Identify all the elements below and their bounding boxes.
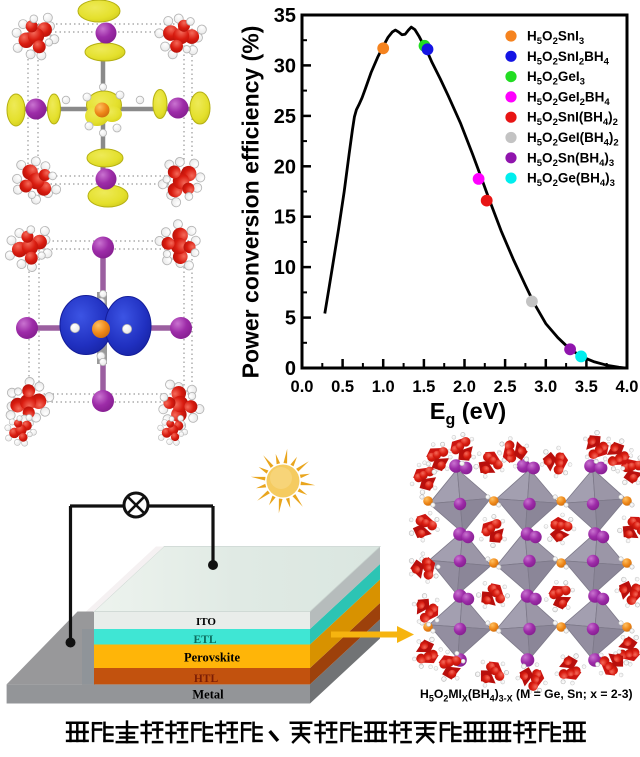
svg-text:0.0: 0.0 [291, 378, 314, 396]
svg-text:H5O2GeI2BH4: H5O2GeI2BH4 [527, 89, 610, 108]
svg-text:H5O2SnI3: H5O2SnI3 [527, 29, 584, 48]
svg-text:10: 10 [274, 257, 296, 279]
svg-text:30: 30 [274, 55, 296, 77]
svg-text:3.0: 3.0 [534, 378, 557, 396]
svg-text:ETL: ETL [193, 634, 216, 646]
svg-text:H5O2SnI(BH4)2: H5O2SnI(BH4)2 [527, 110, 618, 129]
svg-text:ITO: ITO [196, 616, 216, 628]
svg-text:3.5: 3.5 [575, 378, 598, 396]
svg-text:H5O2GeI3: H5O2GeI3 [527, 69, 585, 88]
svg-text:Eg (eV): Eg (eV) [430, 398, 506, 429]
svg-text:H5O2SnI2BH4: H5O2SnI2BH4 [527, 49, 610, 68]
svg-text:0.5: 0.5 [331, 378, 354, 396]
svg-text:1.0: 1.0 [372, 378, 395, 396]
svg-text:Power conversion efficiency (%: Power conversion efficiency (%) [238, 26, 264, 379]
svg-text:2.5: 2.5 [494, 378, 517, 396]
svg-text:0: 0 [285, 358, 296, 380]
svg-text:4.0: 4.0 [616, 378, 639, 396]
svg-text:H5O2Ge(BH4)3: H5O2Ge(BH4)3 [527, 171, 615, 190]
svg-text:Perovskite: Perovskite [184, 651, 240, 665]
svg-text:35: 35 [274, 5, 296, 27]
svg-text:1.5: 1.5 [412, 378, 435, 396]
svg-text:H5O2Sn(BH4)3: H5O2Sn(BH4)3 [527, 150, 614, 169]
svg-text:2.0: 2.0 [453, 378, 476, 396]
svg-text:5: 5 [285, 308, 296, 330]
svg-text:20: 20 [274, 156, 296, 178]
svg-text:HTL: HTL [194, 673, 219, 685]
svg-text:Metal: Metal [192, 688, 224, 702]
svg-text:H5O2MIX(BH4)3-X (M = Ge, Sn;: H5O2MIX(BH4)3-X (M = Ge, Sn; x = 2-3) [420, 687, 633, 704]
svg-text:25: 25 [274, 106, 296, 128]
svg-text:15: 15 [274, 207, 296, 229]
svg-text:H5O2GeI(BH4)2: H5O2GeI(BH4)2 [527, 130, 619, 149]
